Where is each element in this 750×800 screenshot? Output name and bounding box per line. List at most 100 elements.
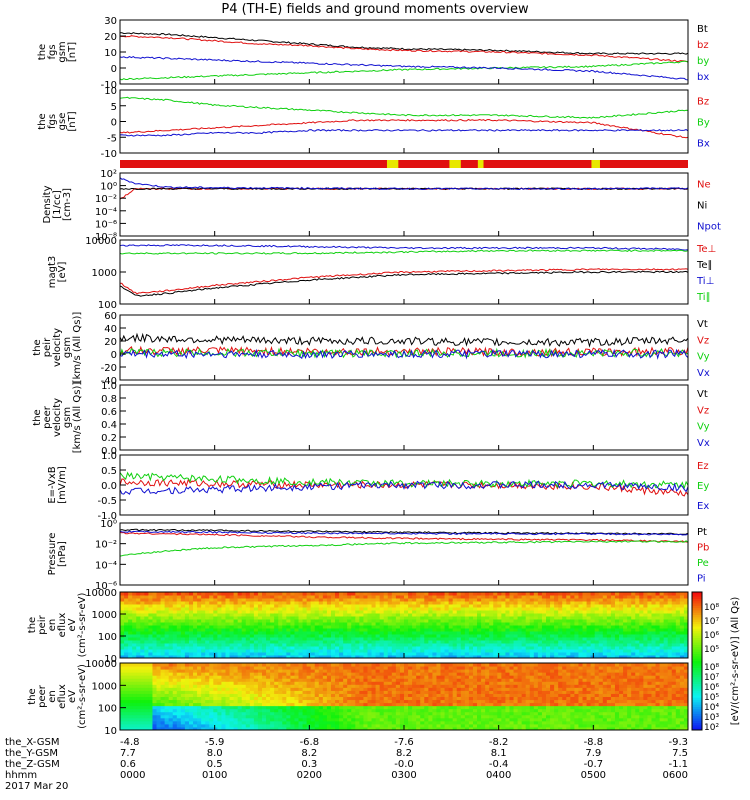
- heatmap-cell: [464, 631, 470, 635]
- heatmap-cell: [420, 705, 425, 710]
- heatmap-cell: [493, 601, 498, 605]
- heatmap-cell: [347, 649, 352, 653]
- heatmap-cell: [509, 601, 515, 605]
- heatmap-cell: [274, 675, 279, 679]
- heatmap-cell: [566, 610, 571, 614]
- heatmap-cell: [452, 601, 458, 605]
- heatmap-cell: [627, 625, 632, 629]
- heatmap-cell: [180, 684, 186, 688]
- heatmap-cell: [180, 622, 186, 626]
- heatmap-cell: [229, 726, 235, 731]
- heatmap-cell: [546, 610, 551, 614]
- heatmap-cell: [225, 672, 231, 676]
- heatmap-cell: [270, 663, 275, 667]
- heatmap-cell: [257, 711, 263, 716]
- heatmap-cell: [241, 646, 247, 650]
- heatmap-cell: [448, 643, 454, 647]
- heatmap-cell: [286, 610, 291, 614]
- legend-Te⊥: Te⊥: [696, 244, 716, 255]
- heatmap-cell: [310, 598, 316, 602]
- heatmap-cell: [464, 598, 470, 602]
- heatmap-cell: [262, 643, 267, 647]
- heatmap-cell: [351, 613, 356, 617]
- heatmap-cell: [440, 613, 446, 617]
- heatmap-cell: [408, 625, 413, 629]
- heatmap-cell: [221, 604, 226, 608]
- heatmap-cell: [124, 652, 129, 656]
- heatmap-cell: [322, 666, 328, 670]
- heatmap-cell: [148, 625, 153, 629]
- heatmap-cell: [533, 592, 539, 596]
- heatmap-cell: [663, 649, 669, 653]
- heatmap-cell: [379, 619, 385, 623]
- heatmap-cell: [330, 693, 336, 697]
- heatmap-cell: [274, 681, 279, 685]
- heatmap-cell: [363, 678, 368, 682]
- heatmap-cell: [347, 675, 352, 679]
- heatmap-cell: [306, 678, 312, 682]
- heatmap-cell: [497, 652, 502, 656]
- heatmap-cell: [184, 669, 190, 673]
- heatmap-cell: [188, 595, 194, 599]
- heatmap-cell: [355, 696, 360, 701]
- heatmap-cell: [274, 592, 279, 596]
- heatmap-cell: [570, 610, 575, 614]
- heatmap-cell: [472, 637, 478, 641]
- heatmap-cell: [339, 607, 344, 611]
- heatmap-cell: [468, 604, 474, 608]
- heatmap-cell: [537, 634, 543, 638]
- heatmap-cell: [416, 637, 421, 641]
- heatmap-cell: [339, 717, 344, 722]
- heatmap-cell: [448, 655, 454, 659]
- heatmap-cell: [148, 672, 153, 676]
- heatmap-cell: [448, 607, 454, 611]
- heatmap-cell: [249, 690, 255, 694]
- heatmap-cell: [578, 649, 584, 653]
- heatmap-cell: [148, 702, 153, 707]
- heatmap-cell: [631, 592, 636, 596]
- heatmap-cell: [404, 625, 409, 629]
- heatmap-cell: [594, 634, 600, 638]
- heatmap-cell: [412, 637, 417, 641]
- heatmap-cell: [253, 595, 259, 599]
- heatmap-cell: [420, 613, 425, 617]
- heatmap-cell: [663, 646, 669, 650]
- heatmap-cell: [120, 625, 125, 629]
- heatmap-cell: [274, 604, 279, 608]
- heatmap-cell: [160, 723, 166, 728]
- heatmap-cell: [257, 675, 263, 679]
- heatmap-cell: [404, 616, 409, 620]
- heatmap-cell: [188, 637, 194, 641]
- heatmap-cell: [140, 649, 145, 653]
- heatmap-cell: [355, 723, 360, 728]
- heatmap-cell: [395, 708, 401, 713]
- heatmap-cell: [647, 595, 652, 599]
- heatmap-cell: [537, 619, 543, 623]
- y-axis-label: the: [27, 617, 38, 633]
- heatmap-cell: [590, 625, 596, 629]
- heatmap-cell: [383, 595, 389, 599]
- heatmap-cell: [290, 610, 295, 614]
- heatmap-cell: [205, 601, 210, 605]
- heatmap-cell: [298, 640, 304, 644]
- heatmap-cell: [286, 696, 291, 701]
- heatmap-cell: [339, 649, 344, 653]
- heatmap-cell: [464, 640, 470, 644]
- heatmap-cell: [643, 652, 648, 656]
- heatmap-cell: [132, 666, 137, 670]
- heatmap-cell: [225, 663, 231, 667]
- heatmap-cell: [375, 711, 381, 716]
- heatmap-cell: [140, 604, 145, 608]
- heatmap-cell: [201, 619, 206, 623]
- heatmap-cell: [383, 666, 389, 670]
- heatmap-cell: [266, 607, 271, 611]
- heatmap-cell: [120, 663, 125, 667]
- heatmap-cell: [367, 699, 373, 704]
- heatmap-cell: [497, 628, 502, 632]
- heatmap-cell: [184, 619, 190, 623]
- heatmap-cell: [655, 646, 661, 650]
- heatmap-cell: [140, 669, 145, 673]
- heatmap-cell: [294, 607, 300, 611]
- heatmap-cell: [241, 652, 247, 656]
- heatmap-cell: [351, 640, 356, 644]
